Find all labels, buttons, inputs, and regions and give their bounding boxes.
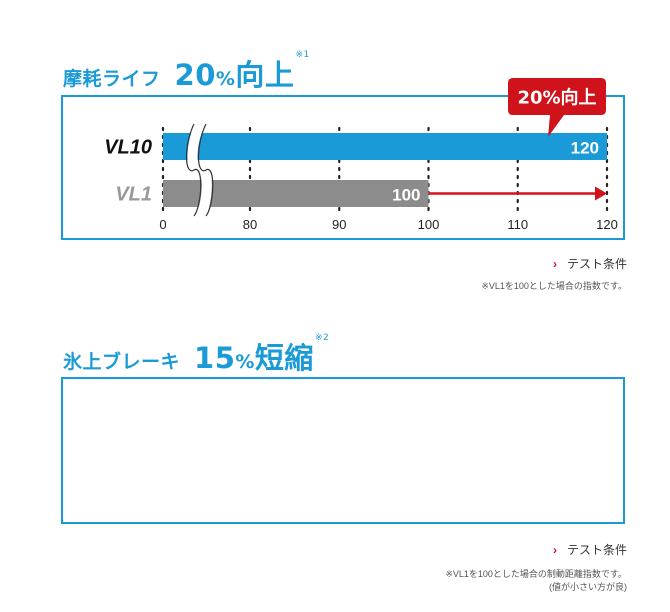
chart1-heading-value: 20 bbox=[174, 58, 216, 92]
callout-text: 20%向上 bbox=[517, 87, 596, 109]
chart2-heading-tail: 短縮 bbox=[254, 341, 314, 375]
chart2-footnote: ※VL1を100とした場合の制動距離指数です。 (値が小さい方が良) bbox=[445, 568, 627, 594]
axis-break-line-right bbox=[197, 123, 214, 217]
tick-label-0: 0 bbox=[159, 217, 166, 232]
category-label-vl10: VL10 bbox=[104, 137, 152, 159]
chart2-heading-value: 15 bbox=[194, 341, 236, 375]
bar-vl10 bbox=[163, 133, 607, 160]
tick-label-90: 90 bbox=[332, 217, 346, 232]
chart2-link-label: テスト条件 bbox=[566, 543, 627, 557]
chart1-heading-label: 摩耗ライフ bbox=[63, 68, 161, 90]
chart1-panel bbox=[61, 95, 625, 240]
chart1-heading: 摩耗ライフ 20%向上※1 bbox=[63, 50, 310, 94]
chart2-footnote-line-1: ※VL1を100とした場合の制動距離指数です。 bbox=[445, 569, 627, 579]
chart2-footnote-line-2: (値が小さい方が良) bbox=[549, 582, 627, 592]
chart2-heading-label: 氷上ブレーキ bbox=[63, 351, 181, 373]
chart2-test-conditions-link[interactable]: › テスト条件 bbox=[553, 541, 627, 558]
bar-value-label-vl1: 100 bbox=[392, 186, 420, 205]
category-label-vl1: VL1 bbox=[115, 184, 152, 206]
chevron-right-icon: › bbox=[552, 543, 557, 557]
bar-value-label-vl10: 120 bbox=[571, 139, 599, 158]
chart2-heading: 氷上ブレーキ 15%短縮※2 bbox=[63, 333, 330, 377]
chart1-heading-unit: % bbox=[215, 68, 236, 90]
chart1-test-conditions-link[interactable]: › テスト条件 bbox=[553, 255, 627, 272]
axis-break-line-left bbox=[185, 123, 202, 217]
tick-label-120: 120 bbox=[596, 217, 618, 232]
tick-label-110: 110 bbox=[507, 217, 528, 232]
chart2-heading-unit: % bbox=[235, 351, 255, 373]
change-arrow-head bbox=[595, 186, 607, 201]
chart2-heading-note: ※2 bbox=[314, 333, 330, 343]
axis-break-gap bbox=[187, 121, 212, 220]
tick-label-80: 80 bbox=[243, 217, 257, 232]
chart1-heading-tail: 向上 bbox=[235, 58, 295, 92]
chart1-link-label: テスト条件 bbox=[566, 257, 627, 271]
chart1-footnote: ※VL1を100とした場合の指数です。 bbox=[481, 280, 627, 293]
chart1-footnote-line: ※VL1を100とした場合の指数です。 bbox=[481, 281, 627, 291]
chevron-right-icon: › bbox=[552, 257, 557, 271]
chart1-heading-note: ※1 bbox=[295, 50, 310, 60]
tick-label-100: 100 bbox=[418, 217, 440, 232]
chart2-panel bbox=[61, 377, 625, 524]
callout-bubble bbox=[508, 78, 606, 137]
